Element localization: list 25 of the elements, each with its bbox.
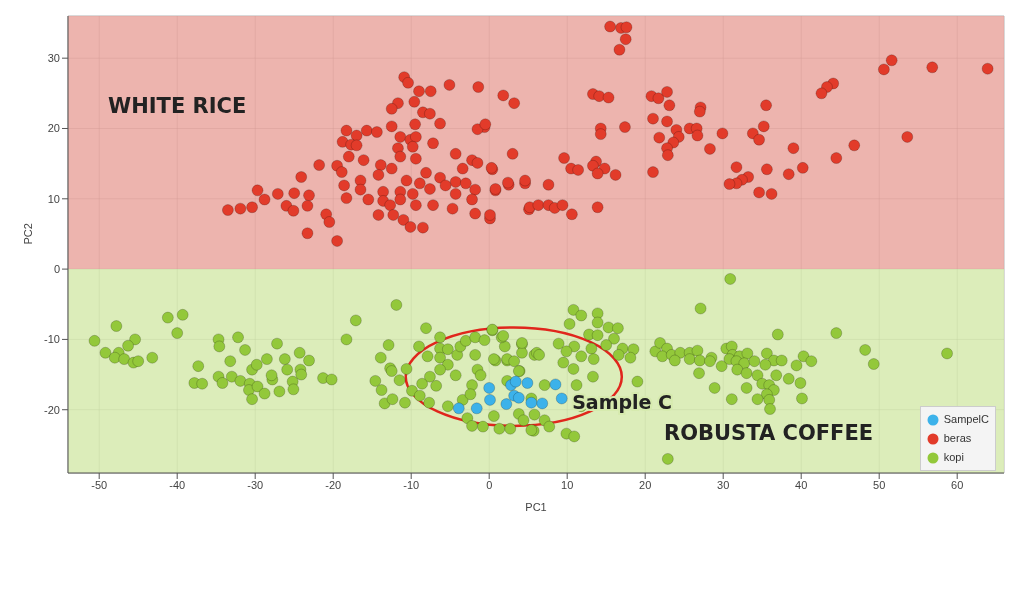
y-tick-label: -10 [44,333,60,346]
x-tick-label: 60 [951,478,964,491]
x-axis-title: PC1 [525,501,547,513]
y-tick-label: -20 [44,403,60,416]
x-tick-label: -50 [91,478,108,491]
y-tick-label: 20 [47,122,60,135]
x-tick-label: -10 [403,478,420,491]
y-tick-label: 0 [53,263,60,276]
x-tick-label: 40 [795,478,808,491]
y-axis-title: PC2 [21,223,34,245]
y-tick-label: 10 [47,192,60,205]
legend-label: SampelC [943,412,989,427]
x-tick-label: -20 [325,478,342,491]
legend-label: beras [943,431,972,446]
legend-label: kopi [943,450,964,465]
x-tick-label: 10 [561,478,574,491]
x-tick-label: 20 [639,478,652,491]
y-tick-label: 30 [47,52,60,65]
x-tick-label: -40 [169,478,186,491]
x-tick-label: 30 [717,478,730,491]
band-label: WHITE RICE [108,94,247,118]
band-label: ROBUSTA COFFEE [664,421,874,445]
x-tick-label: -30 [247,478,264,491]
x-tick-label: 50 [873,478,886,491]
x-tick-label: 0 [486,478,493,491]
